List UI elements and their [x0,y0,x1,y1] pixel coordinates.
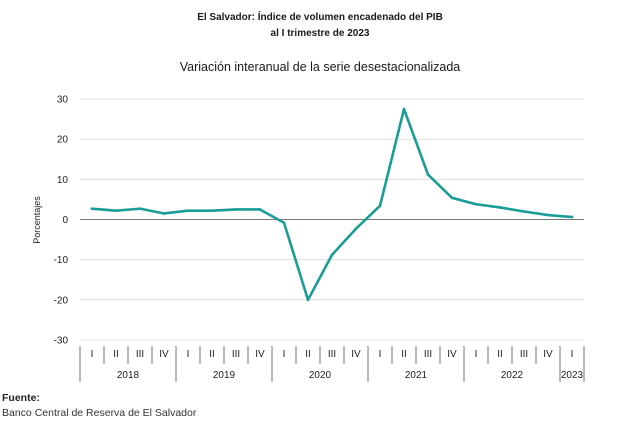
year-label: 2022 [501,370,524,381]
source-label: Fuente: [2,392,40,404]
chart-subtitle: Variación interanual de la serie desesta… [180,60,461,74]
data-point [354,227,358,231]
x-tick-label: III [328,349,336,360]
data-point [210,209,214,212]
x-tick-label: II [113,349,119,360]
x-tick-label: III [424,349,432,360]
data-point [522,210,526,213]
x-tick-label: I [379,349,382,360]
y-tick-label: -10 [54,255,69,266]
data-point [282,221,286,225]
data-point [330,253,334,257]
data-point [114,209,118,212]
data-point [474,202,478,206]
year-label: 2023 [561,370,584,381]
year-label: 2018 [117,370,140,381]
y-tick-label: 0 [62,215,68,226]
x-tick-label: IV [159,349,169,360]
gridlines [80,98,584,341]
series-line [90,107,574,302]
x-tick-label: III [520,349,528,360]
y-tick-label: 10 [57,175,69,186]
x-tick-label: II [497,349,503,360]
chart-title-line-2: al I trimestre de 2023 [271,28,370,39]
x-tick-label: I [187,349,190,360]
x-tick-label: I [91,349,94,360]
data-point [138,207,142,210]
year-label: 2019 [213,370,236,381]
x-tick-label: IV [351,349,361,360]
source-text: Banco Central de Reserva de El Salvador [2,407,197,419]
y-tick-label: 20 [57,135,69,146]
series-line-group [90,107,574,302]
x-tick-label: III [232,349,240,360]
x-tick-label: IV [255,349,265,360]
data-point [402,107,406,111]
x-tick-label: II [305,349,311,360]
x-tick-label: I [283,349,286,360]
data-point [378,204,382,208]
y-tick-label: -20 [54,295,69,306]
x-tick-label: IV [543,349,553,360]
x-tick-label: I [475,349,478,360]
x-tick-label: II [401,349,407,360]
chart-title-line-1: El Salvador: Índice de volumen encadenad… [197,10,443,23]
data-point [258,208,262,211]
year-label: 2021 [405,370,428,381]
year-label: 2020 [309,370,332,381]
data-point [162,212,166,215]
data-point [306,298,310,302]
x-tick-label: II [209,349,215,360]
x-tick-label: I [571,349,574,360]
data-point [426,173,430,176]
y-axis-label: Porcentajes [32,196,42,244]
y-tick-label: 30 [57,95,69,106]
data-point [234,208,238,211]
x-tick-label: III [136,349,144,360]
x-axis: I II III IV I II III IV I II III IV I II III IV I II III IV… [79,346,585,382]
data-point [498,206,502,209]
x-tick-label: IV [447,349,457,360]
y-tick-label: -30 [54,336,69,347]
data-point [570,215,574,219]
data-point [450,196,454,200]
data-point [90,207,94,210]
data-point [546,213,550,217]
data-point [186,209,190,212]
y-axis-ticks: 30 20 10 0 -10 -20 -30 [54,95,69,347]
